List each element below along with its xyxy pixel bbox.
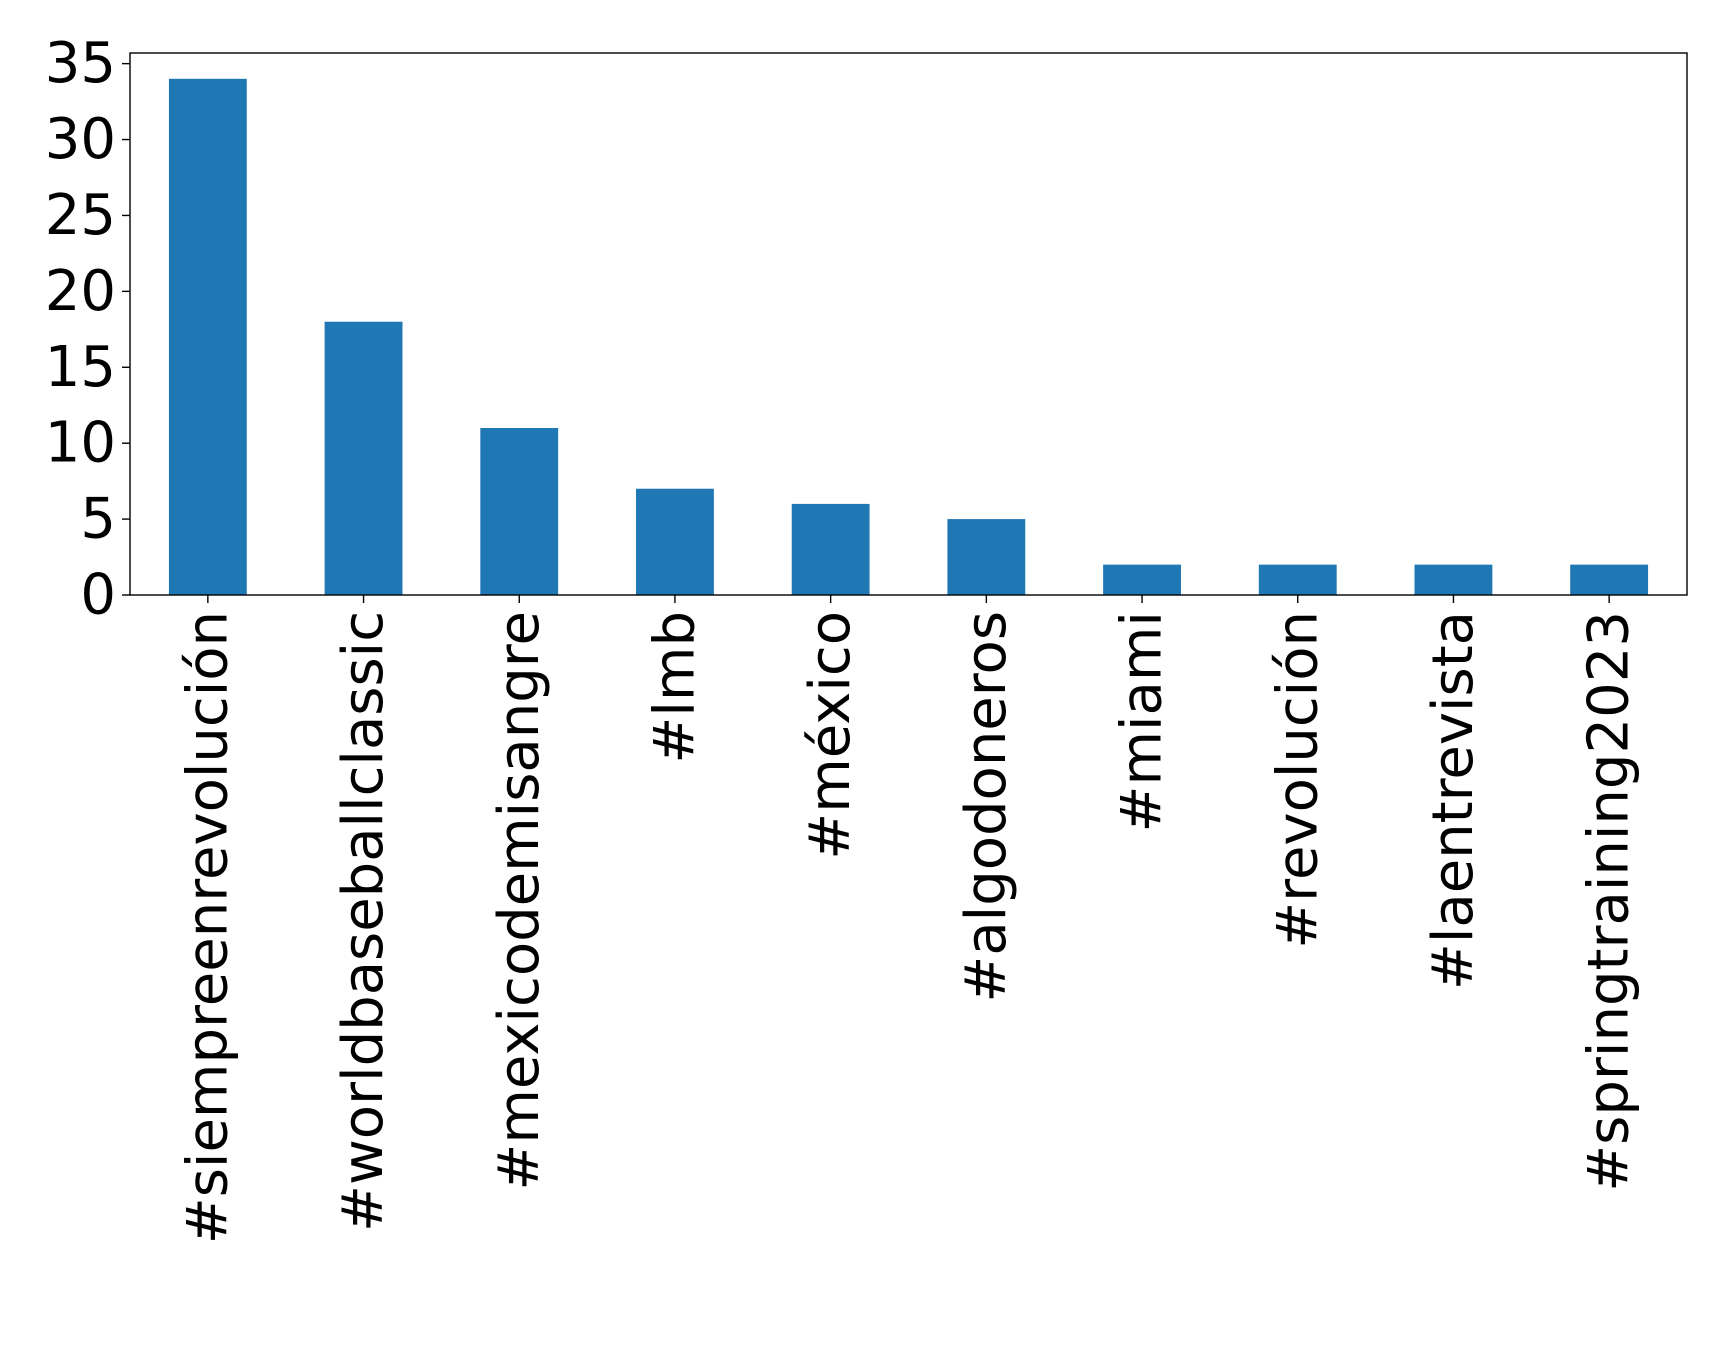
x-axis: #siempreenrevolución #worldbaseballclassi… [175, 595, 1642, 1244]
y-axis: 0 5 10 15 20 25 30 35 [45, 31, 130, 628]
x-tick-label: #laentrevista [1421, 611, 1486, 990]
y-tick-label: 5 [80, 487, 116, 552]
bar [636, 488, 714, 595]
bar [1103, 564, 1181, 595]
bar [1258, 564, 1337, 595]
x-tick-label: #mexicodemisangre [487, 611, 552, 1191]
bar [791, 503, 870, 595]
x-tick-label: #revolución [1265, 611, 1330, 949]
bar [324, 321, 403, 595]
bar [480, 428, 559, 595]
bar [947, 519, 1026, 595]
y-tick-label: 10 [45, 411, 116, 476]
plot-frame [129, 52, 1688, 596]
x-tick-label: #worldbaseballclassic [331, 611, 396, 1232]
y-tick-label: 35 [45, 31, 116, 96]
x-tick-label: #springtraining2023 [1577, 611, 1642, 1192]
y-tick-label: 15 [45, 335, 116, 400]
bars-layer [168, 78, 1649, 595]
y-tick-label: 20 [45, 259, 116, 324]
y-tick-label: 30 [45, 107, 116, 172]
x-tick-label: #siempreenrevolución [175, 611, 240, 1244]
bar [168, 78, 247, 595]
x-tick-label: #algodoneros [954, 611, 1019, 1003]
bar [1570, 564, 1649, 595]
x-tick-label: #méxico [798, 611, 863, 860]
y-tick-label: 25 [45, 183, 116, 248]
x-tick-label: #miami [1110, 611, 1175, 832]
y-tick-label: 0 [80, 563, 116, 628]
x-tick-label: #lmb [642, 611, 707, 764]
bar [1414, 564, 1493, 595]
